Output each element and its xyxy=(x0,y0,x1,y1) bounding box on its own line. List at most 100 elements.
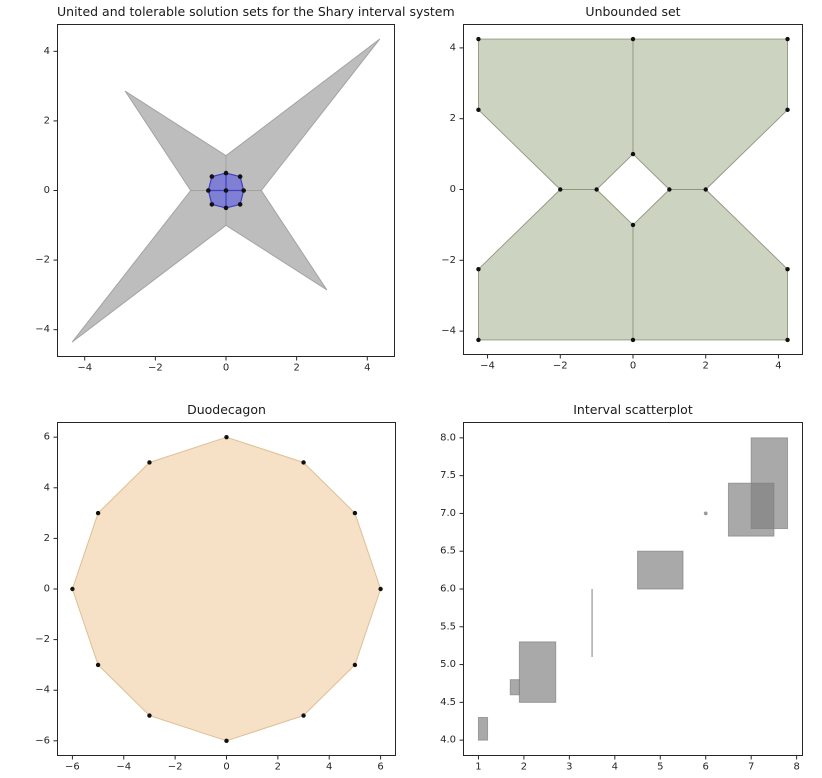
vertex-marker xyxy=(630,337,636,343)
y-tick-label: 2 xyxy=(44,533,50,544)
y-tick-label: 2 xyxy=(450,113,456,124)
vertex-marker xyxy=(224,434,229,440)
x-tick-label: −6 xyxy=(65,761,80,772)
duodecagon-axes: −6 −4 −2 0 2 4 6 −6 −4 −2 0 2 4 6 xyxy=(35,422,396,772)
y-tick-label: 0 xyxy=(44,584,50,595)
interval-box-4 xyxy=(637,550,684,590)
interval-scatterplot-axes: 1 2 3 4 5 6 7 8 4.0 4.5 5.0 5.5 6.0 6.5 7.0 7.5 8.0 xyxy=(440,422,803,772)
duodecagon-polygon xyxy=(71,436,382,742)
x-tick-label: 2 xyxy=(293,362,299,373)
axes-host-united-tolerable: −4 −2 0 2 4 −4 −2 0 2 4 xyxy=(35,24,395,373)
y-tick-label: 7.0 xyxy=(440,508,456,519)
x-tick-label: 4 xyxy=(326,761,332,772)
axes-spine xyxy=(57,422,396,756)
vertex-marker xyxy=(476,36,481,42)
vertex-marker xyxy=(147,713,152,718)
x-tick-label: 2 xyxy=(521,761,527,772)
vertex-marker xyxy=(630,36,636,42)
y-tick-label: −2 xyxy=(441,255,456,266)
y-tick-label: −6 xyxy=(35,735,50,746)
x-tick-label: 3 xyxy=(566,761,572,772)
vertex-marker xyxy=(785,337,790,343)
vertex-marker xyxy=(476,107,481,113)
y-tick-label: 2 xyxy=(44,115,50,126)
x-tick-label: 2 xyxy=(703,360,709,371)
vertex-marker xyxy=(70,586,75,592)
y-tick-label: −2 xyxy=(35,634,50,645)
y-tick-label: 0 xyxy=(450,184,456,195)
vertex-marker xyxy=(785,266,790,272)
unbounded-region-bottom-right xyxy=(632,189,788,341)
x-tick-label: 8 xyxy=(793,761,799,772)
vertex-marker xyxy=(206,188,211,193)
x-tick-label: −2 xyxy=(148,362,163,373)
vertex-marker xyxy=(224,738,229,744)
x-tick-label: −4 xyxy=(480,360,495,371)
vertex-marker xyxy=(223,188,229,193)
unbounded-vertex-markers xyxy=(476,36,790,343)
x-tick-label: 6 xyxy=(377,761,383,772)
x-tick-label: 4 xyxy=(775,360,781,371)
subplot-title-unbounded-set: Unbounded set xyxy=(585,4,681,19)
subplot-title-duodecagon: Duodecagon xyxy=(187,402,266,417)
x-tick-label: −4 xyxy=(116,761,131,772)
vertex-marker xyxy=(630,151,636,157)
interval-box-2 xyxy=(509,679,520,696)
x-tick-label: 4 xyxy=(612,761,618,772)
vertex-marker xyxy=(378,586,383,592)
vertex-marker xyxy=(301,713,306,718)
unbounded-region-top-right xyxy=(632,38,788,190)
x-tick-label: 5 xyxy=(657,761,663,772)
axes-host-interval-scatterplot: 1 2 3 4 5 6 7 8 4.0 4.5 5.0 5.5 6.0 6.5 7.0 7.5 8.0 xyxy=(440,422,803,772)
y-tick-label: 5.0 xyxy=(440,659,456,670)
vertex-marker xyxy=(476,266,481,272)
vertex-marker xyxy=(209,202,215,207)
vertex-marker xyxy=(237,174,243,179)
y-tick-label: 7.5 xyxy=(440,470,456,481)
vertex-marker xyxy=(301,460,306,465)
x-tick-label: 1 xyxy=(475,761,481,772)
x-tick-label: 0 xyxy=(223,761,229,772)
y-tick-label: 4 xyxy=(44,46,50,57)
vertex-marker xyxy=(352,662,358,668)
y-tick-label: 6.0 xyxy=(440,584,456,595)
vertex-marker xyxy=(630,222,636,228)
x-tick-label: 0 xyxy=(223,362,229,373)
interval-box-1 xyxy=(477,716,489,741)
y-tick-label: 5.5 xyxy=(440,621,456,632)
vertex-marker xyxy=(147,460,152,465)
vertex-marker xyxy=(785,107,790,113)
vertex-marker xyxy=(241,188,246,193)
axes-host-unbounded-set: −4 −2 0 2 4 −4 −2 0 2 4 xyxy=(441,24,803,371)
vertex-marker xyxy=(237,202,243,207)
x-tick-label: 4 xyxy=(364,362,370,373)
y-tick-label: 8.0 xyxy=(440,432,456,443)
vertex-marker xyxy=(558,187,563,192)
vertex-marker xyxy=(223,205,229,211)
y-tick-label: 0 xyxy=(44,185,50,196)
vertex-marker xyxy=(667,187,672,192)
vertex-marker xyxy=(209,174,215,179)
y-tick-label: 4 xyxy=(44,482,50,493)
axes-spine xyxy=(463,24,803,355)
vertex-marker xyxy=(352,510,358,516)
x-tick-label: 0 xyxy=(630,360,636,371)
subplot-title-united-tolerable: United and tolerable solution sets for t… xyxy=(57,4,455,19)
y-tick-label: −2 xyxy=(35,255,50,266)
vertex-marker xyxy=(223,170,229,176)
x-tick-label: −2 xyxy=(553,360,568,371)
subplot-title-interval-scatterplot: Interval scatterplot xyxy=(573,402,693,417)
vertex-marker xyxy=(594,187,599,192)
interval-point xyxy=(703,511,708,516)
y-tick-label: 6 xyxy=(44,432,50,443)
octagon-vertex-markers xyxy=(206,170,246,211)
x-tick-label: 7 xyxy=(748,761,754,772)
x-tick-label: −2 xyxy=(168,761,183,772)
y-tick-label: −4 xyxy=(35,685,50,696)
vertex-marker xyxy=(703,187,708,192)
axes-spine xyxy=(57,24,395,357)
y-tick-label: 4.5 xyxy=(440,697,456,708)
duodecagon-vertex-markers xyxy=(70,434,383,744)
united-tolerable-axes: −4 −2 0 2 4 −4 −2 0 2 4 xyxy=(35,24,395,373)
